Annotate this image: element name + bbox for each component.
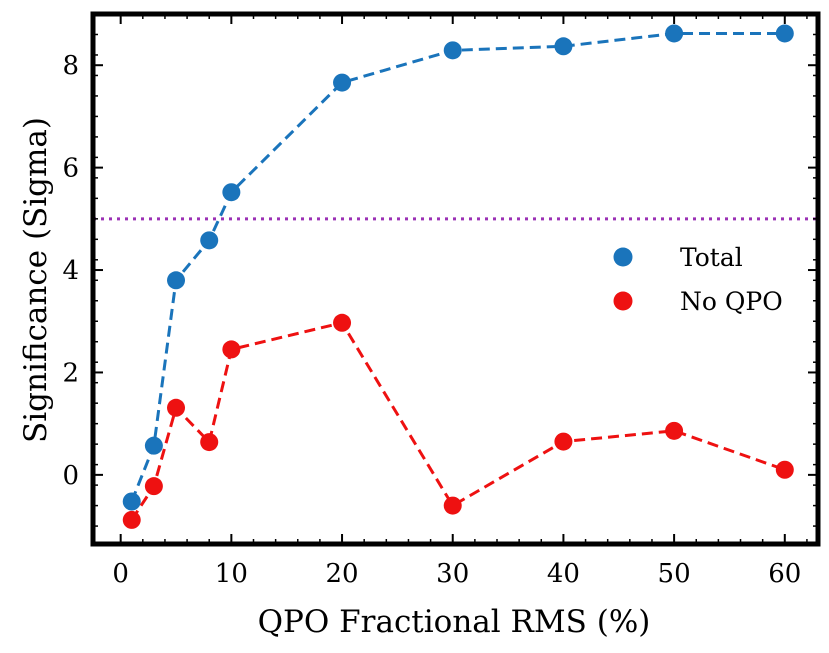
- x-tick-label: 60: [768, 559, 801, 589]
- y-tick-label: 6: [62, 154, 79, 184]
- x-tick-label: 40: [547, 559, 580, 589]
- series-line-no-qpo: [130, 321, 786, 521]
- axes-frame-layer: [90, 11, 821, 547]
- data-point-total: [443, 41, 462, 60]
- y-tick-label: 4: [62, 256, 79, 286]
- axes-frame: [90, 11, 821, 547]
- x-tick-label: 10: [215, 559, 248, 589]
- series-line-total: [130, 32, 785, 503]
- x-tick-label: 20: [325, 559, 358, 589]
- data-point-no-qpo: [167, 398, 186, 417]
- data-point-no-qpo: [775, 460, 794, 479]
- y-tick-label: 2: [62, 358, 79, 388]
- tick-layer: 0 10 20 30 40 50 60 0 2 4 6 8: [62, 14, 818, 589]
- x-axis-label: QPO Fractional RMS (%): [258, 604, 651, 640]
- data-point-total: [144, 436, 163, 455]
- data-point-no-qpo: [144, 477, 163, 496]
- data-point-no-qpo: [333, 313, 352, 332]
- data-point-total: [665, 24, 684, 43]
- data-point-no-qpo: [665, 421, 684, 440]
- data-point-total: [167, 271, 186, 290]
- data-point-total: [775, 24, 794, 43]
- data-point-no-qpo: [554, 432, 573, 451]
- x-tick-label: 50: [658, 559, 691, 589]
- data-point-no-qpo: [222, 340, 241, 359]
- series-layer: [122, 24, 794, 529]
- data-point-total: [222, 183, 241, 202]
- y-tick-label: 8: [62, 51, 79, 81]
- data-point-total: [333, 73, 352, 92]
- data-point-no-qpo: [122, 510, 141, 529]
- data-point-total: [122, 492, 141, 511]
- data-point-total: [554, 37, 573, 56]
- y-tick-label: 0: [62, 461, 79, 491]
- legend: Total No QPO: [613, 243, 783, 316]
- x-tick-label: 0: [112, 559, 129, 589]
- legend-label-no-qpo: No QPO: [680, 287, 783, 316]
- y-axis-label: Significance (Sigma): [18, 117, 54, 443]
- legend-marker-total: [613, 247, 633, 267]
- legend-marker-no-qpo: [613, 291, 633, 311]
- data-point-no-qpo: [200, 433, 219, 452]
- x-tick-label: 30: [436, 559, 469, 589]
- data-point-no-qpo: [443, 496, 462, 515]
- legend-label-total: Total: [680, 243, 743, 272]
- data-point-total: [200, 231, 219, 250]
